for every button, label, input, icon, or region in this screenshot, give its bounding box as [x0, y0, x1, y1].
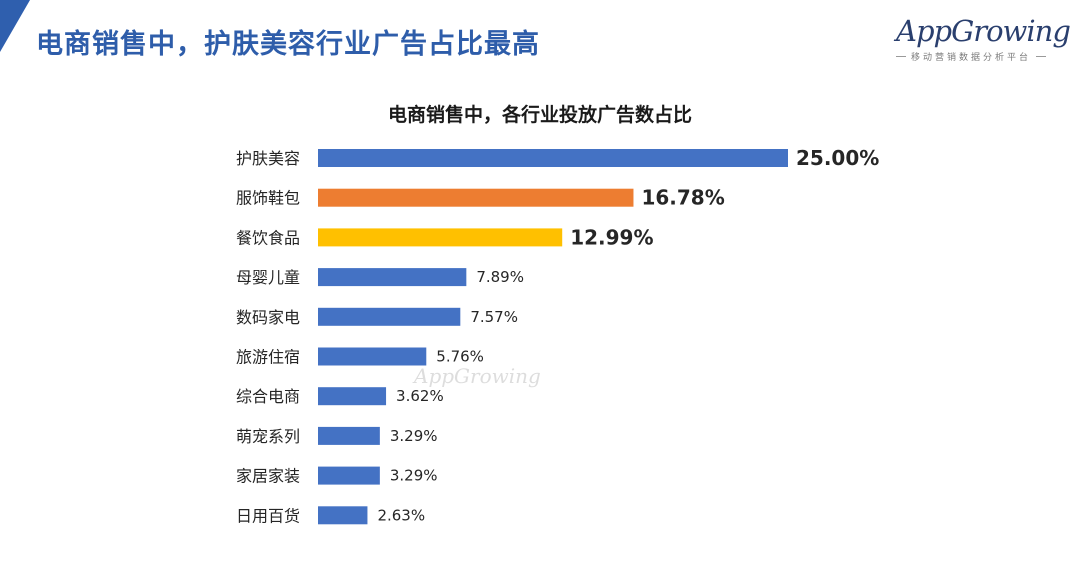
chart-title: 电商销售中，各行业投放广告数占比 — [387, 104, 692, 126]
category-label: 萌宠系列 — [236, 427, 300, 446]
category-label: 旅游住宿 — [236, 348, 300, 367]
category-label: 综合电商 — [236, 387, 300, 406]
logo-subtitle: 移动营销数据分析平台 — [910, 53, 1031, 63]
value-label: 16.78% — [641, 186, 724, 210]
bar — [318, 506, 368, 525]
category-label: 母婴儿童 — [236, 268, 300, 287]
corner-accent — [0, 0, 30, 52]
appgrowing-logo: AppGrowing 移动营销数据分析平台 — [896, 14, 1071, 70]
logo-subtitle-row: 移动营销数据分析平台 — [896, 50, 1046, 63]
category-label: 服饰鞋包 — [236, 189, 300, 208]
bar — [318, 149, 788, 167]
value-label: 7.57% — [470, 308, 518, 326]
bar — [318, 426, 380, 445]
value-label: 3.29% — [390, 467, 438, 485]
bar — [318, 268, 467, 287]
bar — [318, 387, 387, 406]
value-label: 25.00% — [796, 146, 879, 170]
category-label: 日用百货 — [236, 506, 300, 525]
bar — [318, 228, 563, 247]
value-label: 3.62% — [396, 387, 444, 405]
bar — [318, 466, 380, 485]
value-label: 12.99% — [570, 225, 653, 249]
bar — [318, 188, 634, 207]
bar — [318, 347, 427, 366]
category-label: 家居家装 — [236, 467, 300, 486]
logo-dash-right — [1036, 56, 1046, 57]
watermark: AppGrowing — [414, 364, 541, 388]
slide-title: 电商销售中，护肤美容行业广告占比最高 — [36, 29, 540, 60]
value-label: 7.89% — [476, 268, 524, 286]
value-label: 3.29% — [390, 427, 438, 445]
logo-dash-left — [896, 56, 906, 57]
category-label: 餐饮食品 — [236, 228, 300, 247]
category-label: 数码家电 — [236, 308, 300, 327]
value-label: 2.63% — [377, 506, 425, 524]
category-label: 护肤美容 — [236, 149, 300, 168]
logo-text: AppGrowing — [896, 14, 1071, 48]
bar — [318, 307, 461, 326]
value-label: 5.76% — [436, 348, 484, 366]
